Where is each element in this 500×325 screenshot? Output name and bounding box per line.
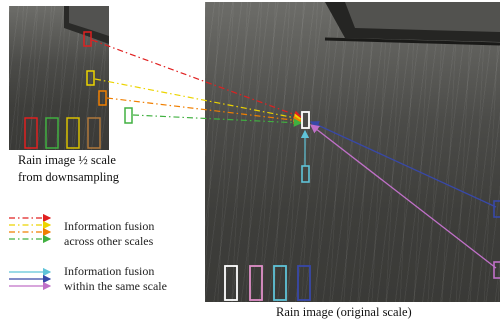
small-bottom-box-green xyxy=(45,117,59,149)
large-rain-image xyxy=(205,2,500,302)
large-patch-purple xyxy=(493,261,500,279)
large-image-caption: Rain image (original scale) xyxy=(276,305,412,319)
large-bottom-box-pink xyxy=(249,265,263,301)
small-image-caption-line2: from downsampling xyxy=(18,170,120,184)
small-patch-yellow xyxy=(86,70,95,86)
large-bottom-box-cyan xyxy=(273,265,287,301)
window-glass-large xyxy=(345,2,500,32)
large-image-window xyxy=(324,2,500,46)
small-bottom-box-yellow xyxy=(66,117,80,149)
arrow-orange-fusion xyxy=(106,97,303,125)
legend-cross-scale-line2: across other scales xyxy=(64,234,154,248)
arrow-green-fusion xyxy=(132,114,303,127)
small-image-window xyxy=(64,6,109,44)
small-patch-red xyxy=(83,31,92,47)
large-patch-cyan xyxy=(301,165,310,183)
arrow-yellow-fusion xyxy=(94,78,303,122)
small-image-caption-line1: Rain image ½ scale xyxy=(18,153,116,167)
window-glass-small xyxy=(69,6,109,36)
large-bottom-box-white xyxy=(224,265,238,301)
large-bottom-box-blue xyxy=(297,265,311,301)
small-patch-green xyxy=(124,107,133,124)
window-frame-large xyxy=(325,2,500,42)
legend-same-scale-line1: Information fusion xyxy=(64,264,155,278)
rain-texture-large xyxy=(205,2,500,302)
arrow-purple-fusion xyxy=(309,124,497,269)
small-bottom-box-red xyxy=(24,117,38,149)
large-patch-center xyxy=(301,111,310,129)
small-patch-orange xyxy=(98,90,107,106)
small-bottom-box-brown xyxy=(87,117,101,149)
arrow-red-fusion xyxy=(91,39,303,119)
legend-same-scale-line2: within the same scale xyxy=(64,279,167,293)
arrow-blue-fusion xyxy=(309,121,497,208)
window-sill xyxy=(324,37,500,46)
large-patch-blue xyxy=(493,200,500,218)
legend-cross-scale-line1: Information fusion xyxy=(64,219,155,233)
